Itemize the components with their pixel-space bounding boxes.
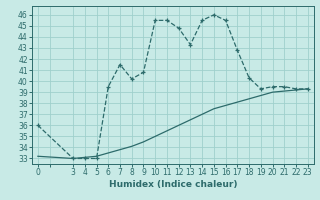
X-axis label: Humidex (Indice chaleur): Humidex (Indice chaleur) — [108, 180, 237, 189]
